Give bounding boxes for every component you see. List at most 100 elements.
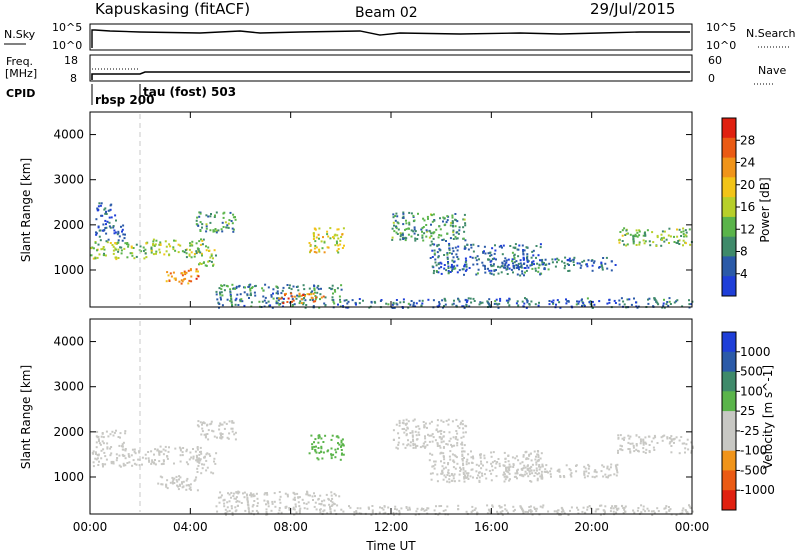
colorbar-tick-label: 25 [740,404,755,418]
scatter-region [391,211,467,243]
scatter-region [503,463,619,479]
velocity-panel: 00:00 04:00 08:00 12:00 16:00 20:00 00:00 1000 2… [19,318,775,553]
scatter-region [95,429,127,450]
power-panel: 1000 2000 3000 4000 Slant Range [km] 4 8 12 16… [19,111,772,309]
scatter-region [342,298,444,309]
y-tick-label: 3000 [53,380,84,394]
colorbar-tick-label: 20 [740,178,755,192]
scatter-region [308,434,345,461]
scatter-region [95,202,117,224]
station-title: Kapuskasing (fitACF) [95,0,250,18]
velocity-y-axis-label: Slant Range [km] [19,365,33,469]
scatter-region [147,445,202,466]
y-tick-label: 2000 [53,218,84,232]
y-tick-label: 1000 [53,470,84,484]
scatter-region [91,448,147,468]
colorbar-segment [722,371,736,392]
date-title: 29/Jul/2015 [590,0,675,18]
scatter-region [95,223,126,243]
colorbar-segment [722,118,736,139]
freq-unit: [MHz] [5,67,37,80]
colorbar-segment [722,236,736,257]
time-axis-label: Time UT [365,539,416,553]
freq-label: Freq. [6,55,33,68]
colorbar-tick-label: 16 [740,200,755,214]
cpid-panel: CPID rbsp 200 tau (fost) 503 [6,84,236,107]
scatter-region [392,418,468,450]
colorbar-segment [722,450,736,471]
cpid-label: CPID [6,87,35,100]
scatter-region [617,434,694,455]
y-tick-label: 3000 [53,173,84,187]
colorbar-segment [722,332,736,353]
nsky-right-tick: 10^0 [706,39,736,52]
nsky-label: N.Sky [4,28,36,41]
power-scatter [90,202,694,309]
x-tick-label: 12:00 [374,520,409,534]
velocity-colorbar-label: Velocity [m s^-1] [761,365,775,469]
colorbar-tick-label: 24 [740,156,755,170]
colorbar-tick-label: 12 [740,222,755,236]
colorbar-tick-label: -25 [740,424,760,438]
colorbar-tick-label: -100 [740,444,767,458]
colorbar-segment [722,490,736,511]
beam-title: Beam 02 [355,5,418,21]
scatter-region [157,475,199,492]
colorbar-segment [722,216,736,238]
nave-label: Nave [758,64,786,77]
colorbar-segment [722,351,736,373]
colorbar-tick-label: 100 [740,384,763,398]
scatter-region [278,292,325,305]
scatter-region [504,256,617,272]
nsearch-label: N.Search [746,27,796,40]
x-tick-label: 08:00 [273,520,308,534]
colorbar-segment [722,470,736,491]
colorbar-tick-label: -1000 [740,483,775,497]
freq-right-tick: 0 [708,72,715,85]
y-tick-label: 1000 [53,263,84,277]
nsky-line [91,29,690,48]
scatter-region [442,297,694,309]
scatter-region [196,420,237,441]
scatter-region [215,490,343,516]
x-tick-label: 04:00 [173,520,208,534]
velocity-axes: 00:00 04:00 08:00 12:00 16:00 20:00 00:00 1000 2… [53,319,709,534]
colorbar-tick-label: -500 [740,463,767,477]
colorbar-tick-label: 4 [740,267,748,281]
velocity-scatter [91,418,694,516]
power-axes: 1000 2000 3000 4000 [53,112,693,307]
freq-right-tick: 60 [708,54,722,67]
x-tick-label: 00:00 [73,520,108,534]
colorbar-segment [722,430,736,452]
x-tick-label: 16:00 [474,520,509,534]
colorbar-segment [722,157,736,178]
scatter-region [196,452,218,475]
colorbar-tick-label: 500 [740,365,763,379]
colorbar-tick-label: 8 [740,245,748,259]
y-tick-label: 4000 [53,335,84,349]
colorbar-tick-label: 1000 [740,345,771,359]
colorbar-segment [722,137,736,159]
cpid-entry-tau: tau (fost) 503 [143,85,236,99]
velocity-colorbar: 1000 500 100 25 -25 -100 -500 -1000 [721,331,775,511]
x-tick-label: 20:00 [574,520,609,534]
power-colorbar: 4 8 12 16 20 24 28 [721,117,755,297]
nsky-left-tick: 10^5 [52,21,82,34]
nsky-left-tick: 10^0 [52,39,82,52]
freq-left-tick: 18 [64,54,78,67]
colorbar-segment [722,276,736,297]
y-tick-label: 4000 [53,128,84,142]
colorbar-segment [722,411,736,432]
scatter-region [618,227,693,247]
nsky-right-tick: 10^5 [706,21,736,34]
freq-left-tick: 8 [70,72,77,85]
nsky-panel: N.Sky 10^5 10^0 10^5 10^0 N.Search [4,21,796,52]
colorbar-tick-label: 28 [740,133,755,147]
power-colorbar-label: Power [dB] [758,177,772,242]
freq-line [91,71,690,80]
scatter-region [195,211,237,234]
x-tick-label: 00:00 [675,520,710,534]
scatter-region [195,245,217,267]
scatter-region [90,241,147,261]
